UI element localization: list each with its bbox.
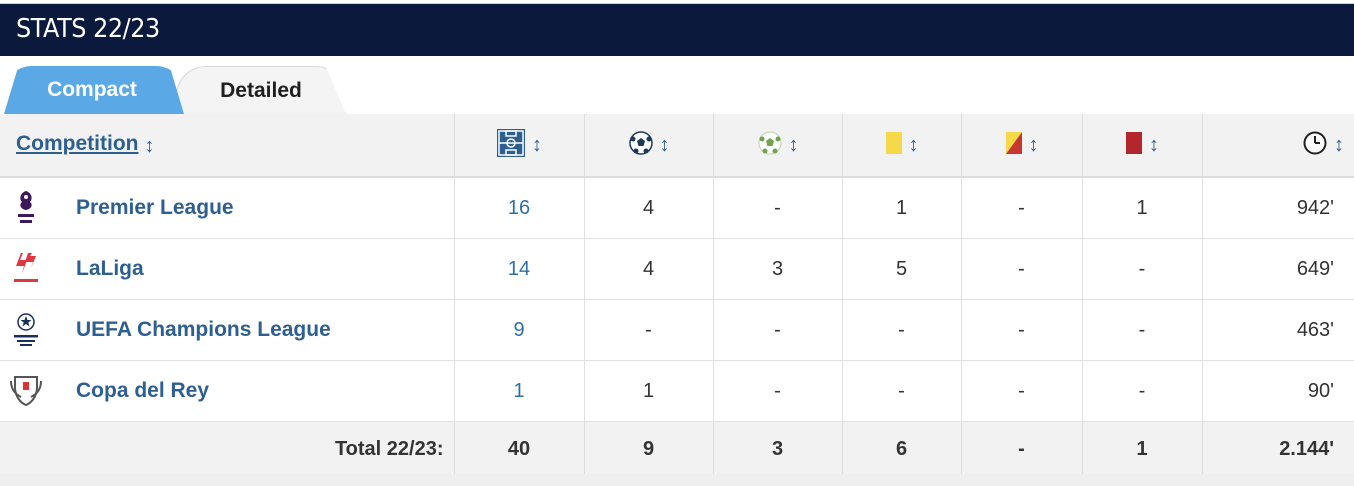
yellow-cards-cell: 5	[841, 238, 961, 300]
minutes-header[interactable]: ↕	[1201, 114, 1354, 178]
red-cards-header[interactable]: ↕	[1081, 114, 1202, 178]
competition-name[interactable]: Premier League	[76, 196, 234, 219]
competition-name[interactable]: LaLiga	[76, 257, 144, 280]
assists-cell: -	[712, 299, 842, 361]
sort-icon[interactable]: ↕	[659, 133, 670, 156]
sort-icon[interactable]: ↕	[1028, 133, 1039, 156]
total-appearances: 40	[453, 421, 584, 479]
minutes-cell: 649'	[1201, 238, 1354, 300]
bottom-strip	[0, 474, 1354, 486]
total-goals: 9	[583, 421, 713, 479]
goals-cell: 4	[583, 177, 713, 239]
yellow-cards-cell: -	[841, 299, 961, 361]
total-red-cards: 1	[1081, 421, 1202, 479]
goals-cell: -	[583, 299, 713, 361]
second-yellow-cell: -	[960, 238, 1082, 300]
competition-cell: Copa del Rey	[0, 361, 454, 422]
stats-table: Competition ↕ ↕ ↕ ↕ ↕	[0, 114, 1354, 480]
second-yellow-header[interactable]: ↕	[960, 114, 1082, 178]
sort-icon[interactable]: ↕	[144, 134, 155, 157]
champions-league-logo	[6, 308, 46, 352]
appearances-cell[interactable]: 1	[453, 360, 584, 422]
tab-compact[interactable]: Compact	[4, 66, 184, 114]
second-yellow-card-icon	[1005, 131, 1023, 160]
sort-icon[interactable]: ↕	[788, 133, 799, 156]
second-yellow-cell: -	[960, 299, 1082, 361]
premier-league-logo	[6, 186, 46, 230]
appearances-cell[interactable]: 14	[453, 238, 584, 300]
table-row: UEFA Champions League 9 - - - - - 463'	[0, 299, 1354, 361]
red-cards-cell: -	[1081, 360, 1202, 422]
red-cards-cell: 1	[1081, 177, 1202, 239]
laliga-logo	[6, 247, 46, 291]
total-second-yellow: -	[960, 421, 1082, 479]
competition-header[interactable]: Competition ↕	[0, 114, 454, 178]
competition-cell: UEFA Champions League	[0, 300, 454, 361]
second-yellow-cell: -	[960, 177, 1082, 239]
assists-cell: -	[712, 360, 842, 422]
minutes-cell: 463'	[1201, 299, 1354, 361]
table-row: Copa del Rey 1 1 - - - - 90'	[0, 360, 1354, 422]
minutes-cell: 942'	[1201, 177, 1354, 239]
table-row: Premier League 16 4 - 1 - 1 942'	[0, 177, 1354, 239]
football-icon	[628, 130, 654, 161]
total-assists: 3	[712, 421, 842, 479]
yellow-cards-cell: -	[841, 360, 961, 422]
second-yellow-cell: -	[960, 360, 1082, 422]
page-title: STATS 22/23	[16, 14, 160, 44]
table-row: LaLiga 14 4 3 5 - - 649'	[0, 238, 1354, 300]
appearances-cell[interactable]: 9	[453, 299, 584, 361]
yellow-cards-cell: 1	[841, 177, 961, 239]
red-cards-cell: -	[1081, 299, 1202, 361]
clock-icon	[1302, 130, 1328, 161]
pitch-icon	[496, 128, 526, 163]
goals-header[interactable]: ↕	[583, 114, 713, 178]
competition-name[interactable]: UEFA Champions League	[76, 318, 331, 341]
sort-icon[interactable]: ↕	[532, 133, 542, 156]
total-yellow-cards: 6	[841, 421, 961, 479]
yellow-cards-header[interactable]: ↕	[841, 114, 961, 178]
sort-icon[interactable]: ↕	[1149, 133, 1159, 156]
total-minutes: 2.144'	[1201, 421, 1354, 479]
competition-header-label[interactable]: Competition	[16, 132, 139, 156]
sort-icon[interactable]: ↕	[908, 133, 919, 156]
appearances-header[interactable]: ↕	[453, 114, 584, 178]
assists-cell: 3	[712, 238, 842, 300]
view-tabs: Detailed Compact	[0, 66, 1354, 114]
competition-cell: Premier League	[0, 177, 454, 239]
red-card-icon	[1125, 131, 1143, 160]
top-border	[0, 0, 1354, 4]
competition-cell: LaLiga	[0, 239, 454, 300]
competition-name[interactable]: Copa del Rey	[76, 379, 210, 402]
copa-del-rey-logo	[6, 369, 46, 413]
sort-icon[interactable]: ↕	[1334, 133, 1344, 156]
total-label: Total 22/23:	[334, 438, 444, 460]
tab-detailed[interactable]: Detailed	[176, 66, 346, 114]
assist-ball-icon	[757, 130, 783, 161]
total-row: Total 22/23: 40 9 3 6 - 1 2.144'	[0, 421, 1354, 479]
red-cards-cell: -	[1081, 238, 1202, 300]
assists-header[interactable]: ↕	[712, 114, 842, 178]
assists-cell: -	[712, 177, 842, 239]
tab-detailed-label: Detailed	[220, 79, 302, 102]
stats-header: STATS 22/23	[0, 4, 1354, 56]
goals-cell: 1	[583, 360, 713, 422]
minutes-cell: 90'	[1201, 360, 1354, 422]
table-header-row: Competition ↕ ↕ ↕ ↕ ↕	[0, 114, 1354, 178]
appearances-cell[interactable]: 16	[453, 177, 584, 239]
yellow-card-icon	[885, 131, 903, 160]
goals-cell: 4	[583, 238, 713, 300]
tab-compact-label: Compact	[47, 78, 137, 101]
